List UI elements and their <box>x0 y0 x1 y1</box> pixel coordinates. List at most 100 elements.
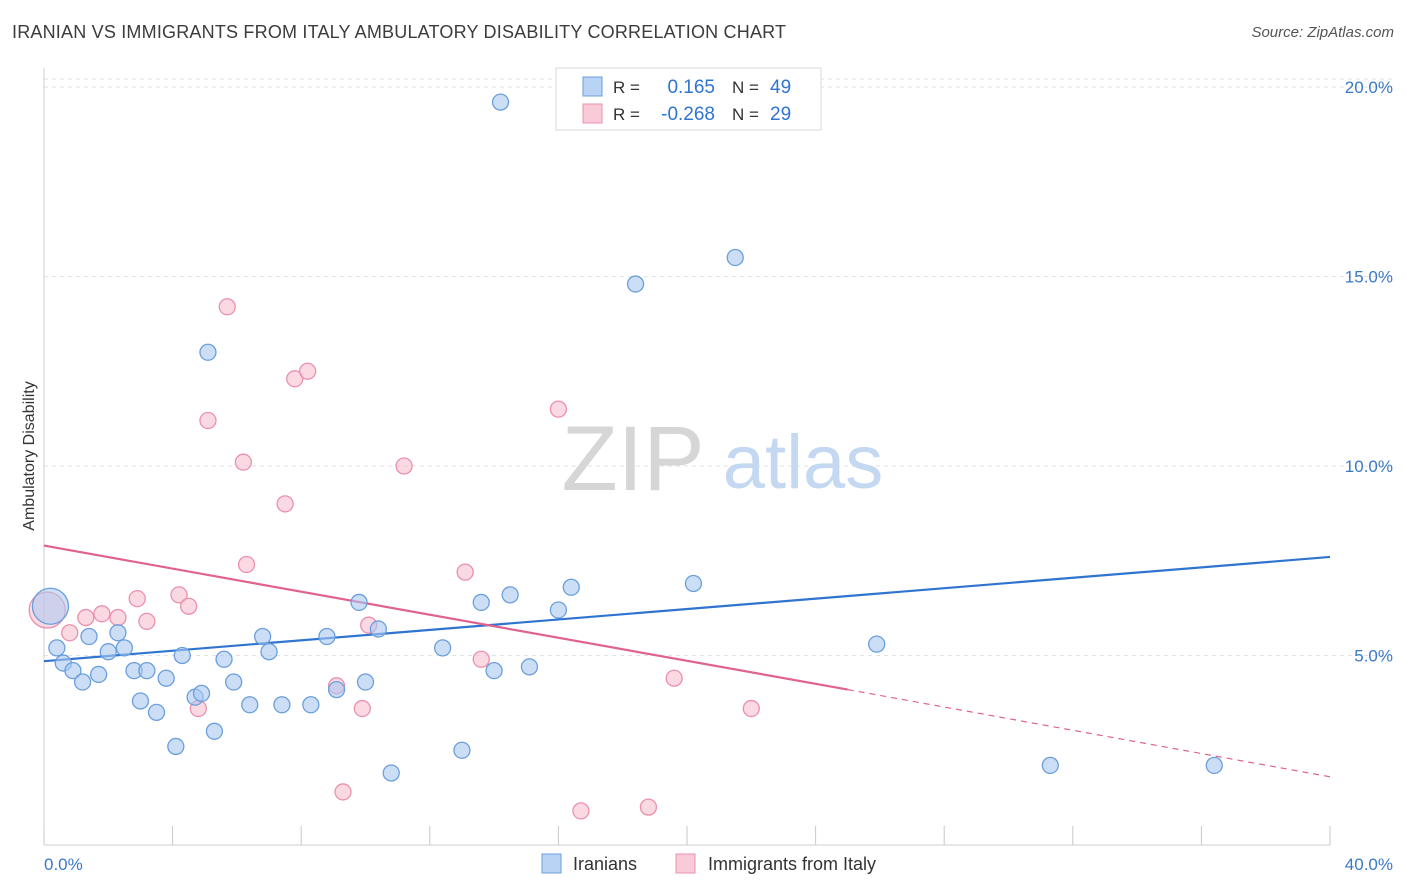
point-italy-22 <box>456 563 474 581</box>
legend-n-value-2: 29 <box>770 104 791 125</box>
point-italy-16 <box>298 362 317 380</box>
point-iranians-3 <box>64 661 82 680</box>
point-iranians-38 <box>491 93 510 111</box>
point-iranians-7 <box>99 643 117 661</box>
point-iranians-44 <box>684 574 703 593</box>
point-iranians-14 <box>157 669 175 687</box>
point-italy-19 <box>353 699 371 718</box>
legend-swatch-italy <box>582 103 603 124</box>
point-iranians-39 <box>501 586 519 604</box>
point-italy-21 <box>395 457 413 475</box>
point-italy-7 <box>170 586 188 604</box>
point-iranians-25 <box>260 643 278 661</box>
point-iranians-45 <box>726 248 744 267</box>
y-tick-label-15: 15.0% <box>1345 267 1393 286</box>
legend-r-label-2: R = <box>613 105 640 124</box>
source-label: Source: ZipAtlas.com <box>1251 24 1394 41</box>
y-tick-label-5: 5.0% <box>1354 646 1393 665</box>
point-italy-23 <box>472 650 490 668</box>
legend-r-value-2: -0.268 <box>661 104 715 125</box>
point-iranians-28 <box>318 627 336 646</box>
y-tick-label-10: 10.0% <box>1345 457 1393 476</box>
point-iranians-23 <box>241 696 259 714</box>
data-points <box>28 93 1223 820</box>
point-iranians-26 <box>273 696 291 714</box>
point-italy-10 <box>199 411 217 430</box>
point-iranians-41 <box>549 601 568 619</box>
point-iranians-24 <box>253 627 272 646</box>
point-iranians-15 <box>167 737 185 756</box>
point-italy-1 <box>61 624 79 642</box>
point-iranians-5 <box>80 627 98 646</box>
legend-bottom-swatch-italy <box>675 853 696 874</box>
legend-n-label-2: N = <box>732 105 759 124</box>
point-iranians-16 <box>173 646 191 665</box>
point-iranians-42 <box>562 578 580 596</box>
trend-line-italy-extension <box>847 689 1331 778</box>
point-italy-6 <box>138 612 156 631</box>
point-italy-11 <box>218 298 236 316</box>
point-italy-2 <box>77 608 95 627</box>
trend-line-iranians <box>43 555 1331 663</box>
legend-bottom: Iranians Immigrants from Italy <box>541 853 876 874</box>
legend-top: R = 0.165 N = 49 R = -0.268 N = 29 <box>555 67 822 131</box>
point-iranians-27 <box>302 696 320 714</box>
point-iranians-32 <box>369 620 388 638</box>
point-iranians-13 <box>147 703 166 721</box>
point-iranians-19 <box>199 343 217 361</box>
y-tick-label-20: 20.0% <box>1345 78 1393 97</box>
point-iranians-47 <box>1041 756 1059 775</box>
point-iranians-4 <box>73 673 92 691</box>
point-iranians-36 <box>472 593 490 612</box>
point-iranians-33 <box>382 764 400 782</box>
point-italy-27 <box>665 669 683 687</box>
point-iranians-6 <box>90 665 108 684</box>
point-iranians-43 <box>626 275 645 293</box>
point-iranians-12 <box>138 661 156 680</box>
point-iranians-30 <box>350 593 368 612</box>
point-iranians-40 <box>520 658 539 676</box>
point-iranians-46 <box>868 635 886 653</box>
point-italy-4 <box>109 608 127 627</box>
point-iranians-31 <box>356 673 375 691</box>
point-iranians-0 <box>31 587 70 625</box>
point-italy-28 <box>742 699 760 718</box>
point-iranians-18 <box>192 684 211 703</box>
point-iranians-35 <box>453 741 471 759</box>
watermark-zip: ZIP <box>561 408 704 510</box>
axes: 5.0% 10.0% 15.0% 20.0% <box>43 68 1393 846</box>
point-italy-18 <box>334 783 352 801</box>
point-iranians-34 <box>434 639 452 657</box>
point-iranians-21 <box>215 650 233 668</box>
legend-bottom-label-iranians: Iranians <box>573 854 637 874</box>
point-italy-5 <box>128 589 146 608</box>
point-italy-13 <box>237 555 256 574</box>
point-iranians-22 <box>225 673 243 691</box>
trend-line-italy <box>43 544 848 691</box>
point-iranians-11 <box>131 692 150 710</box>
y-axis-label: Ambulatory Disability <box>21 381 38 530</box>
legend-swatch-iranians <box>582 76 603 97</box>
chart-title: IRANIAN VS IMMIGRANTS FROM ITALY AMBULAT… <box>12 22 787 42</box>
point-italy-8 <box>180 597 198 615</box>
point-italy-24 <box>549 400 568 418</box>
point-iranians-20 <box>205 722 224 740</box>
legend-r-label-1: R = <box>613 78 640 97</box>
point-italy-14 <box>276 495 294 513</box>
point-iranians-1 <box>48 639 66 657</box>
point-italy-3 <box>93 605 111 623</box>
x-tick-label-max: 40.0% <box>1345 855 1393 874</box>
point-iranians-9 <box>115 639 134 657</box>
point-iranians-29 <box>327 680 346 699</box>
legend-n-label-1: N = <box>732 78 759 97</box>
legend-bottom-label-italy: Immigrants from Italy <box>708 854 876 874</box>
legend-n-value-1: 49 <box>770 77 791 98</box>
point-italy-12 <box>234 453 252 471</box>
legend-r-value-1: 0.165 <box>667 77 715 98</box>
point-italy-25 <box>572 802 590 820</box>
point-italy-15 <box>286 370 304 388</box>
x-tick-label-min: 0.0% <box>44 855 83 874</box>
point-iranians-48 <box>1205 756 1223 775</box>
point-iranians-37 <box>485 661 503 680</box>
